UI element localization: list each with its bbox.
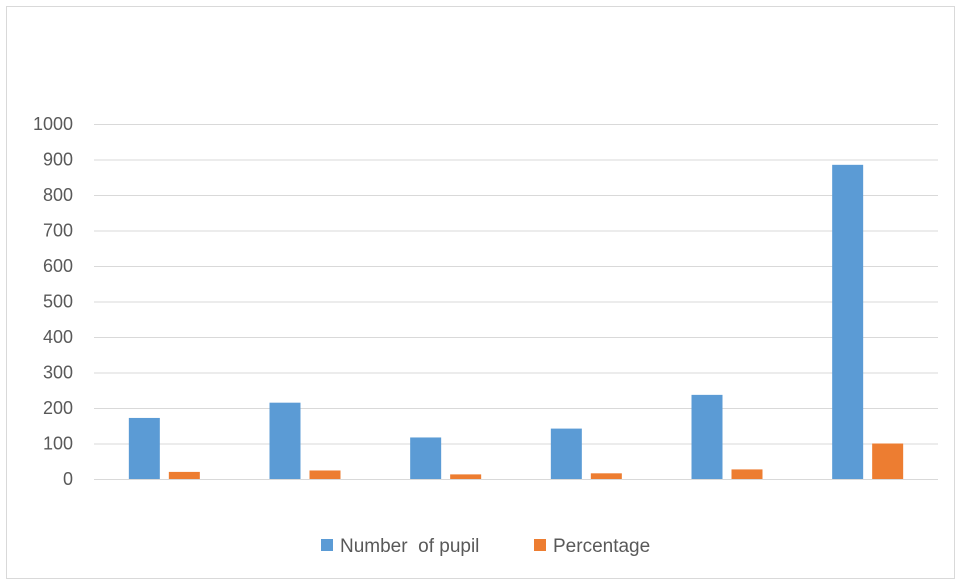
y-tick-label: 500 [43, 292, 73, 312]
y-tick-label: 200 [43, 398, 73, 418]
legend-swatch-percentage [534, 539, 546, 551]
bar-number-of-pupil-6 [832, 164, 864, 479]
y-tick-label: 900 [43, 150, 73, 170]
bars [128, 164, 904, 479]
y-tick-label: 800 [43, 185, 73, 205]
y-tick-label: 1000 [33, 114, 73, 134]
bar-number-of-pupil-2 [269, 402, 301, 479]
y-tick-label: 100 [43, 434, 73, 454]
legend-swatch-number-of-pupil [321, 539, 333, 551]
y-tick-label: 300 [43, 363, 73, 383]
y-tick-label: 400 [43, 327, 73, 347]
y-tick-label: 700 [43, 221, 73, 241]
bar-percentage-6 [872, 443, 904, 479]
y-tick-label: 0 [63, 469, 73, 489]
gridlines [94, 124, 938, 480]
bar-number-of-pupil-3 [410, 437, 442, 479]
chart-frame [6, 6, 955, 579]
y-axis-tick-labels: 0 100 200 300 400 500 600 700 800 900 1000 [33, 114, 73, 489]
bar-percentage-2 [309, 470, 341, 479]
legend-label-number-of-pupil: Number of pupil [340, 536, 479, 557]
legend-label-percentage: Percentage [553, 536, 650, 557]
bar-number-of-pupil-4 [550, 428, 582, 479]
bar-percentage-3 [450, 474, 482, 479]
bar-number-of-pupil-5 [691, 394, 723, 479]
bar-percentage-5 [731, 469, 763, 479]
bar-percentage-4 [590, 473, 622, 479]
y-tick-label: 600 [43, 256, 73, 276]
bar-percentage-1 [168, 471, 200, 479]
legend: Number of pupil Percentage [321, 536, 650, 557]
bar-number-of-pupil-1 [128, 417, 160, 479]
